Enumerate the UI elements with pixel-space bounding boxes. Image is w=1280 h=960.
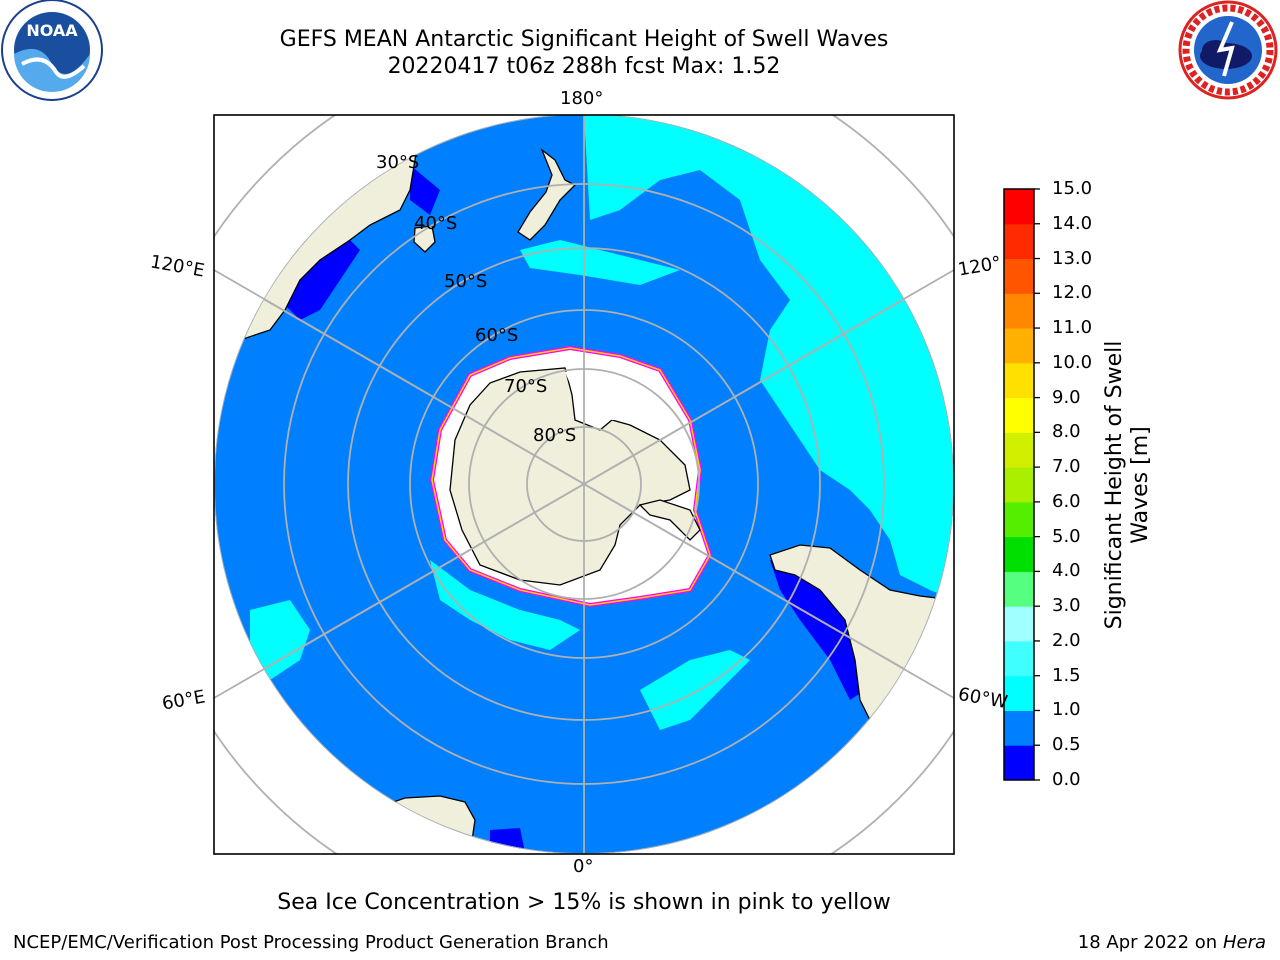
map-frame <box>213 114 955 855</box>
colorbar-label-line1: Significant Height of Swell <box>1102 340 1127 630</box>
swell-region-0-0.5m <box>770 560 865 700</box>
outer-latitude-arcs <box>214 115 954 854</box>
lat-label-70s: 70°S <box>504 376 547 397</box>
colorbar <box>1004 188 1040 781</box>
swell-region-0-0.5m <box>410 165 440 215</box>
colorbar-tick-label: 1.5 <box>1052 664 1081 686</box>
colorbar-segment <box>1004 606 1034 642</box>
colorbar-tick-label: 9.0 <box>1052 386 1081 408</box>
swell-region-1-1.5m <box>640 650 750 730</box>
colorbar-frame <box>1003 188 1035 781</box>
footer-date-text: 18 Apr 2022 on <box>1077 932 1223 953</box>
swell-region-1-1.5m <box>250 600 310 680</box>
lon-label-0: 0° <box>573 856 594 877</box>
colorbar-tick-label: 15.0 <box>1052 178 1093 199</box>
noaa-logo-text: NOAA <box>26 21 78 40</box>
chart-subtitle: 20220417 t06z 288h fcst Max: 1.52 <box>387 54 781 79</box>
lat-label-80s: 80°S <box>533 425 576 446</box>
colorbar-segment <box>1004 745 1034 781</box>
latitude-labels: 30°S 40°S 50°S 60°S 70°S 80°S <box>376 152 576 446</box>
colorbar-tick-label: 10.0 <box>1052 351 1093 373</box>
footer-date: 18 Apr 2022 on Hera <box>1078 932 1266 953</box>
colorbar-segment <box>1004 710 1034 746</box>
colorbar-segment <box>1004 258 1034 294</box>
colorbar-segment <box>1004 640 1034 677</box>
colorbar-segment <box>1004 467 1034 503</box>
colorbar-tick-label: 13.0 <box>1052 247 1093 269</box>
colorbar-segment <box>1004 536 1034 572</box>
chart-title: GEFS MEAN Antarctic Significant Height o… <box>279 27 889 52</box>
sea-ice-note: Sea Ice Concentration > 15% is shown in … <box>277 890 891 915</box>
colorbar-tick-label: 4.0 <box>1052 560 1081 582</box>
colorbar-segment <box>1004 189 1034 225</box>
colorbar-tick-label: 6.0 <box>1052 490 1081 512</box>
footer-organization: NCEP/EMC/Verification Post Processing Pr… <box>13 932 609 953</box>
colorbar-tick-label: 7.0 <box>1052 456 1081 478</box>
footer-host: Hera <box>1222 932 1266 953</box>
lat-label-50s: 50°S <box>444 271 487 292</box>
colorbar-segment <box>1004 501 1034 538</box>
colorbar-tick-label: 14.0 <box>1052 212 1093 234</box>
colorbar-tick-label: 5.0 <box>1052 525 1081 547</box>
colorbar-tick-label: 12.0 <box>1052 282 1093 304</box>
colorbar-tick-label: 8.0 <box>1052 421 1081 443</box>
swell-region-1-1.5m <box>520 240 680 285</box>
colorbar-tick-label: 1.0 <box>1052 699 1081 721</box>
land-new-zealand <box>517 148 577 241</box>
colorbar-segment <box>1004 328 1034 364</box>
lat-label-60s: 60°S <box>475 325 518 346</box>
colorbar-label-line2: Waves [m] <box>1128 426 1153 544</box>
lat-label-40s: 40°S <box>414 213 457 234</box>
swell-region-1-1.5m <box>430 560 580 650</box>
colorbar-tick-label: 0.5 <box>1052 734 1081 756</box>
land-antarctic-peninsula <box>638 499 701 541</box>
colorbar-tick-label: 2.0 <box>1052 629 1081 651</box>
colorbar-segment <box>1004 571 1034 607</box>
lat-label-30s: 30°S <box>376 152 419 173</box>
sea-ice-edge-yellow <box>431 347 711 606</box>
colorbar-tick-label: 0.0 <box>1052 769 1081 790</box>
lon-label-180: 180° <box>560 88 604 109</box>
colorbar-segment <box>1004 432 1034 468</box>
colorbar-segment <box>1004 223 1034 260</box>
colorbar-segment <box>1004 362 1034 399</box>
colorbar-segment <box>1004 675 1034 711</box>
colorbar-segment <box>1004 397 1034 433</box>
national-weather-service-logo <box>1178 0 1278 100</box>
noaa-logo: NOAA <box>1 0 103 101</box>
colorbar-tick-label: 11.0 <box>1052 317 1093 339</box>
colorbar-segment <box>1004 293 1034 329</box>
colorbar-tick-label: 3.0 <box>1052 595 1081 617</box>
